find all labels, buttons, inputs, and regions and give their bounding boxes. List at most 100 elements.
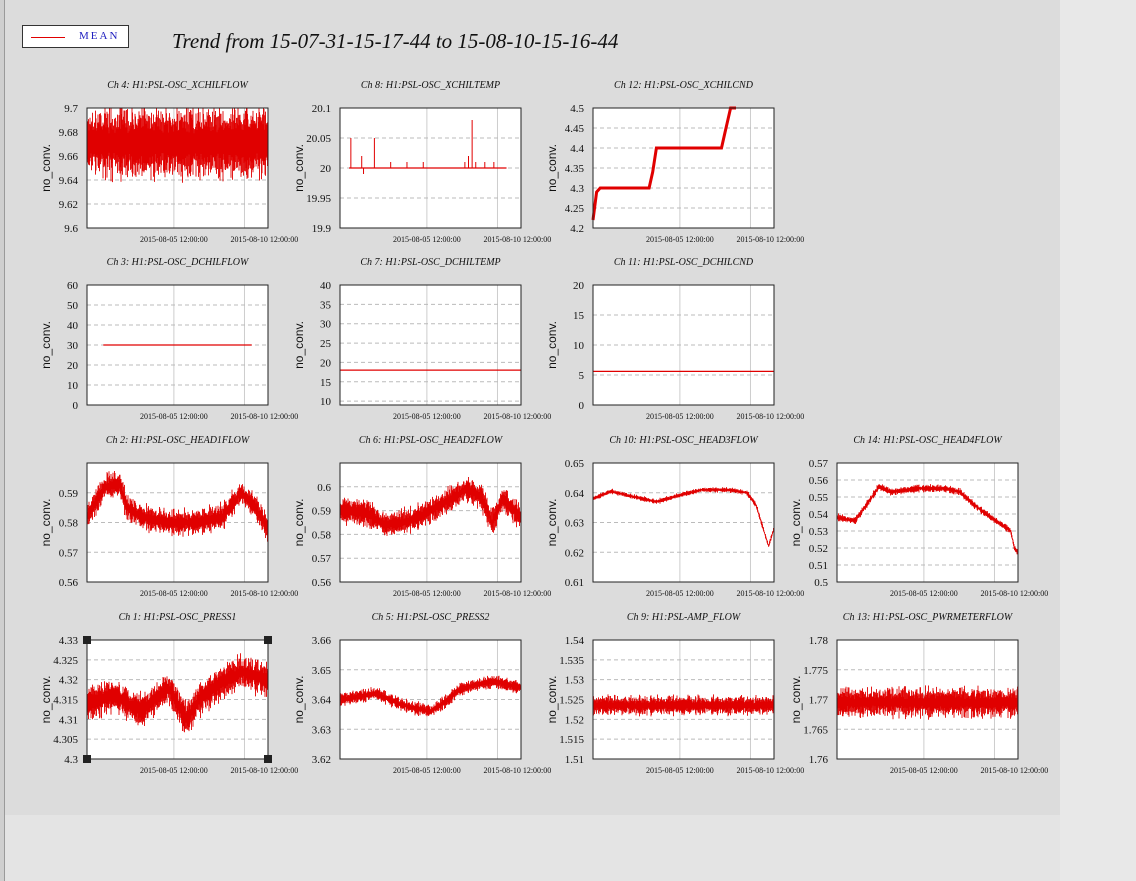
plot-area (340, 285, 521, 405)
y-axis-label: no_conv. (789, 676, 803, 724)
x-tick-label: 2015-08-10 12:00:00 (483, 235, 551, 244)
chart-title: Ch 3: H1:PSL-OSC_DCHILFLOW (107, 257, 250, 268)
y-tick-label: 20 (67, 360, 79, 372)
x-tick-label: 2015-08-05 12:00:00 (140, 589, 208, 598)
x-tick-label: 2015-08-10 12:00:00 (230, 235, 298, 244)
plot-frame (86, 639, 269, 760)
y-tick-label: 4.5 (570, 103, 584, 115)
y-tick-label: 9.6 (64, 223, 78, 235)
chart-ch10: Ch 10: H1:PSL-OSC_HEAD3FLOW 0.61 0.62 0.63 0… (545, 435, 804, 598)
y-tick-label: 35 (320, 299, 332, 311)
y-tick-label: 20 (320, 163, 332, 175)
y-axis-label: no_conv. (39, 321, 53, 369)
chart-title: Ch 7: H1:PSL-OSC_DCHILTEMP (360, 257, 500, 268)
selection-handle (83, 636, 91, 644)
chart-ch3: Ch 3: H1:PSL-OSC_DCHILFLOW 0 10 20 30 40 50 60 2… (39, 257, 298, 421)
x-tick-label: 2015-08-05 12:00:00 (393, 589, 461, 598)
plot-frame (339, 639, 522, 760)
y-tick-label: 0.55 (809, 492, 829, 504)
y-tick-label: 4.3 (64, 754, 78, 766)
plot-frame (86, 107, 269, 229)
y-axis-label: no_conv. (545, 321, 559, 369)
chart-title: Ch 10: H1:PSL-OSC_HEAD3FLOW (609, 435, 759, 446)
plot-frame (592, 107, 775, 229)
x-tick-label: 2015-08-10 12:00:00 (230, 766, 298, 775)
y-axis-label: no_conv. (292, 499, 306, 547)
x-tick-label: 2015-08-05 12:00:00 (140, 766, 208, 775)
y-tick-label: 5 (579, 370, 585, 382)
chart-ch5: Ch 5: H1:PSL-OSC_PRESS2 3.62 3.63 3.64 3.65 3… (292, 612, 551, 775)
x-tick-label: 2015-08-10 12:00:00 (230, 589, 298, 598)
y-tick-label: 1.765 (803, 724, 828, 736)
y-tick-label: 0.65 (565, 458, 585, 470)
chart-ch1: Ch 1: H1:PSL-OSC_PRESS1 4.3 4.305 4.31 4.315… (39, 612, 298, 775)
chart-ch13: Ch 13: H1:PSL-OSC_PWRMETERFLOW 1.76 1.765 1… (789, 612, 1048, 775)
chart-ch6: Ch 6: H1:PSL-OSC_HEAD2FLOW 0.56 0.57 0.58 0.… (292, 435, 551, 598)
plot-area (593, 108, 774, 228)
plot-area (340, 640, 521, 759)
selection-handle (264, 755, 272, 763)
y-axis-label: no_conv. (292, 321, 306, 369)
y-tick-label: 3.62 (312, 754, 331, 766)
y-tick-label: 0.61 (565, 577, 584, 589)
chart-ch2: Ch 2: H1:PSL-OSC_HEAD1FLOW 0.56 0.57 0.58 0.… (39, 435, 298, 598)
x-tick-label: 2015-08-05 12:00:00 (646, 235, 714, 244)
y-tick-label: 10 (573, 340, 585, 352)
y-tick-label: 40 (67, 320, 79, 332)
y-tick-label: 30 (67, 340, 79, 352)
x-tick-label: 2015-08-10 12:00:00 (230, 412, 298, 421)
y-tick-label: 20.1 (312, 103, 331, 115)
y-tick-label: 0.57 (59, 547, 79, 559)
x-tick-label: 2015-08-05 12:00:00 (140, 235, 208, 244)
y-tick-label: 4.45 (565, 123, 585, 135)
y-tick-label: 4.3 (570, 183, 584, 195)
chart-title: Ch 4: H1:PSL-OSC_XCHILFLOW (107, 80, 249, 91)
y-axis-label: no_conv. (39, 676, 53, 724)
x-tick-label: 2015-08-05 12:00:00 (393, 766, 461, 775)
y-tick-label: 4.33 (59, 635, 79, 647)
y-tick-label: 19.95 (306, 193, 331, 205)
x-tick-label: 2015-08-10 12:00:00 (736, 412, 804, 421)
y-tick-label: 15 (573, 310, 585, 322)
plot-frame (836, 639, 1019, 760)
x-tick-label: 2015-08-10 12:00:00 (980, 766, 1048, 775)
y-tick-label: 9.62 (59, 199, 78, 211)
x-tick-label: 2015-08-10 12:00:00 (980, 589, 1048, 598)
legend-line-swatch (31, 37, 65, 38)
chart-title: Ch 2: H1:PSL-OSC_HEAD1FLOW (106, 435, 251, 446)
plot-frame (592, 462, 775, 583)
y-tick-label: 0.57 (809, 458, 829, 470)
y-tick-label: 4.2 (570, 223, 584, 235)
chart-ch8: Ch 8: H1:PSL-OSC_XCHILTEMP 19.9 19.95 20 20.… (292, 80, 551, 244)
y-tick-label: 4.325 (53, 655, 78, 667)
y-tick-label: 1.51 (565, 754, 584, 766)
y-tick-label: 10 (320, 396, 332, 408)
chart-title: Ch 8: H1:PSL-OSC_XCHILTEMP (361, 80, 500, 91)
x-tick-label: 2015-08-05 12:00:00 (890, 589, 958, 598)
y-tick-label: 1.525 (559, 695, 584, 707)
plot-area (593, 285, 774, 405)
chart-title: Ch 11: H1:PSL-OSC_DCHILCND (614, 257, 754, 268)
legend-label: MEAN (79, 30, 120, 42)
chart-ch11: Ch 11: H1:PSL-OSC_DCHILCND 0 5 10 15 20 2015-0… (545, 257, 804, 421)
page-title: Trend from 15-07-31-15-17-44 to 15-08-10… (172, 29, 619, 53)
x-tick-label: 2015-08-05 12:00:00 (140, 412, 208, 421)
y-tick-label: 3.66 (312, 635, 332, 647)
x-tick-label: 2015-08-10 12:00:00 (736, 589, 804, 598)
y-tick-label: 1.535 (559, 655, 584, 667)
y-tick-label: 0.64 (565, 488, 585, 500)
x-tick-label: 2015-08-05 12:00:00 (393, 235, 461, 244)
y-tick-label: 1.54 (565, 635, 585, 647)
y-tick-label: 0.6 (317, 482, 331, 494)
x-tick-label: 2015-08-05 12:00:00 (646, 766, 714, 775)
y-axis-label: no_conv. (545, 499, 559, 547)
chart-ch7: Ch 7: H1:PSL-OSC_DCHILTEMP 10 15 20 25 30 35 40… (292, 257, 551, 421)
y-tick-label: 0.53 (809, 526, 829, 538)
y-tick-label: 0 (579, 400, 585, 412)
left-frame-border (0, 0, 5, 881)
y-axis-label: no_conv. (39, 499, 53, 547)
y-tick-label: 4.305 (53, 734, 78, 746)
y-tick-label: 3.65 (312, 665, 332, 677)
y-tick-label: 4.35 (565, 163, 585, 175)
charts-svg: Ch 4: H1:PSL-OSC_XCHILFLOW 9.6 9.62 9.64 9.6… (39, 80, 1048, 775)
